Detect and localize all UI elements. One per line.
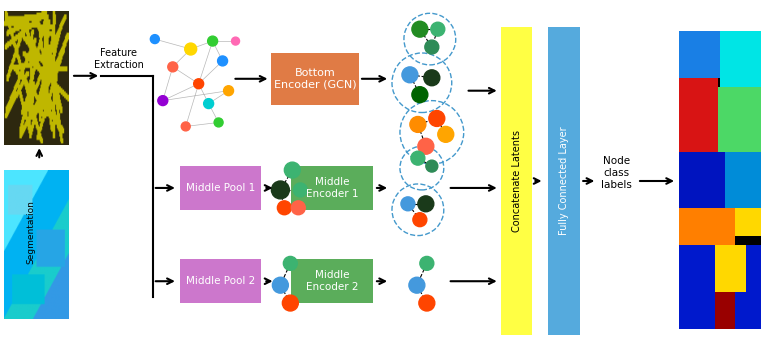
Circle shape xyxy=(224,86,234,96)
Circle shape xyxy=(158,96,168,106)
Circle shape xyxy=(185,43,197,55)
Circle shape xyxy=(218,56,228,66)
Circle shape xyxy=(214,118,223,127)
Text: Middle
Encoder 1: Middle Encoder 1 xyxy=(306,177,358,199)
Circle shape xyxy=(410,117,426,132)
Text: Node
class
labels: Node class labels xyxy=(601,156,632,190)
Circle shape xyxy=(411,151,425,165)
Text: Middle Pool 2: Middle Pool 2 xyxy=(186,276,255,286)
Circle shape xyxy=(150,35,159,43)
Circle shape xyxy=(426,160,438,172)
Text: Concatenate Latents: Concatenate Latents xyxy=(512,130,522,232)
FancyBboxPatch shape xyxy=(180,260,261,303)
Circle shape xyxy=(401,197,415,211)
Circle shape xyxy=(283,295,298,311)
Circle shape xyxy=(291,201,306,215)
Circle shape xyxy=(231,37,240,45)
Circle shape xyxy=(418,196,434,212)
Circle shape xyxy=(194,79,204,89)
Circle shape xyxy=(409,277,425,293)
Circle shape xyxy=(271,181,290,199)
FancyBboxPatch shape xyxy=(548,27,581,335)
Circle shape xyxy=(204,98,214,109)
Circle shape xyxy=(293,183,307,197)
Circle shape xyxy=(283,256,297,270)
FancyBboxPatch shape xyxy=(291,166,373,210)
Circle shape xyxy=(284,162,300,178)
FancyBboxPatch shape xyxy=(291,260,373,303)
Circle shape xyxy=(208,36,218,46)
Circle shape xyxy=(412,87,428,102)
Circle shape xyxy=(402,67,418,83)
Circle shape xyxy=(277,201,291,215)
Circle shape xyxy=(168,62,178,72)
Text: Fully Connected Layer: Fully Connected Layer xyxy=(559,127,569,235)
Text: Middle
Encoder 2: Middle Encoder 2 xyxy=(306,270,358,292)
Circle shape xyxy=(273,277,288,293)
FancyBboxPatch shape xyxy=(271,53,359,105)
Circle shape xyxy=(182,122,190,131)
FancyBboxPatch shape xyxy=(180,166,261,210)
Circle shape xyxy=(419,295,435,311)
Text: Segmentation: Segmentation xyxy=(27,200,36,264)
Text: Feature
Extraction: Feature Extraction xyxy=(94,48,144,70)
Circle shape xyxy=(425,40,439,54)
Text: Middle Pool 1: Middle Pool 1 xyxy=(186,183,255,193)
Text: Bottom
Encoder (GCN): Bottom Encoder (GCN) xyxy=(274,68,356,89)
Circle shape xyxy=(424,70,440,86)
FancyBboxPatch shape xyxy=(500,27,532,335)
Circle shape xyxy=(413,213,427,227)
Circle shape xyxy=(429,110,445,126)
Circle shape xyxy=(412,21,428,37)
Circle shape xyxy=(430,22,445,36)
Circle shape xyxy=(438,126,453,142)
Circle shape xyxy=(418,138,434,154)
Circle shape xyxy=(420,256,434,270)
